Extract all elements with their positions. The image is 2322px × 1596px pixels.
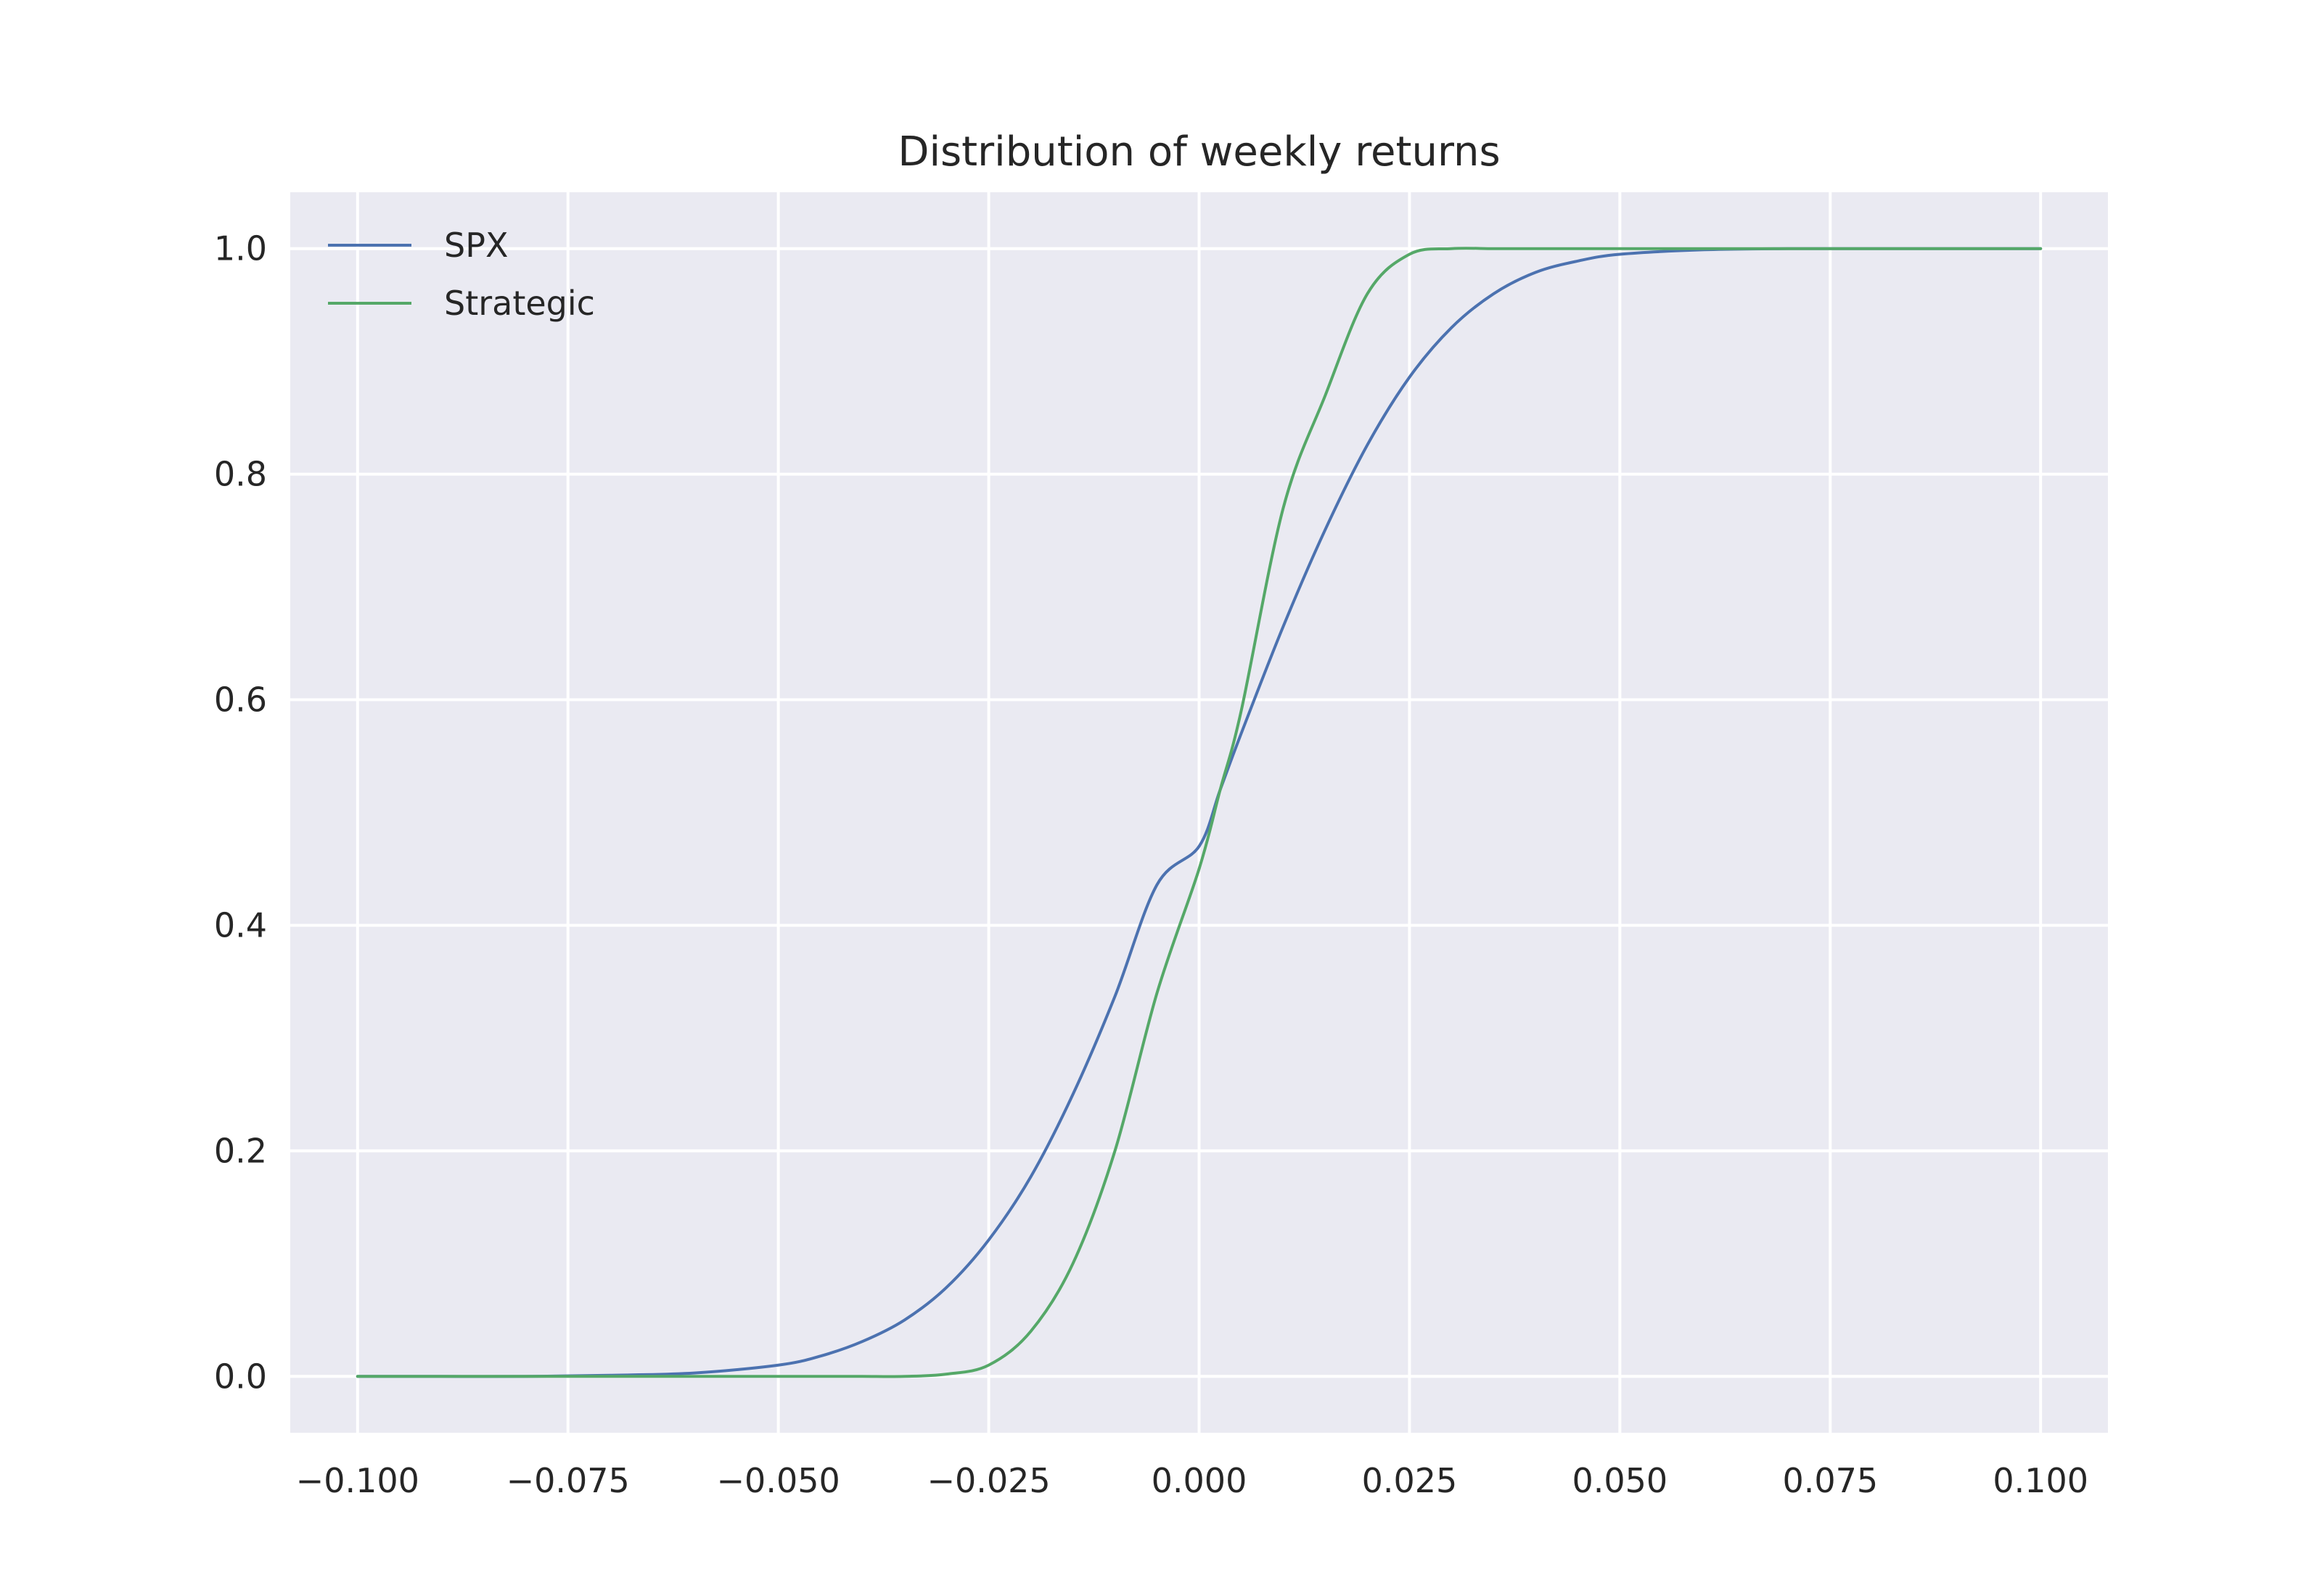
y-tick-label: 0.0 xyxy=(214,1357,267,1396)
series-line-spx xyxy=(356,247,2043,1378)
y-tick-labels: 0.0 0.2 0.4 0.6 0.8 1.0 xyxy=(214,229,267,1396)
x-tick-label: −0.050 xyxy=(717,1461,840,1500)
y-tick-label: 0.8 xyxy=(214,455,267,494)
x-tick-label: 0.025 xyxy=(1362,1461,1458,1500)
x-tick-label: −0.025 xyxy=(927,1461,1050,1500)
x-tick-label: 0.075 xyxy=(1782,1461,1878,1500)
x-tick-label: 0.050 xyxy=(1572,1461,1668,1500)
y-tick-label: 0.6 xyxy=(214,680,267,720)
series-line-strategic xyxy=(356,247,2043,1378)
legend-label-spx: SPX xyxy=(444,226,508,265)
x-tick-label: 0.100 xyxy=(1993,1461,2088,1500)
x-tick-label: 0.000 xyxy=(1152,1461,1247,1500)
series-lines xyxy=(356,247,2043,1378)
x-tick-label: −0.075 xyxy=(506,1461,630,1500)
y-tick-label: 0.4 xyxy=(214,905,267,945)
y-tick-label: 1.0 xyxy=(214,229,267,268)
y-gridlines xyxy=(290,247,2108,1378)
x-gridlines xyxy=(356,192,2043,1433)
x-tick-label: −0.100 xyxy=(296,1461,419,1500)
y-tick-label: 0.2 xyxy=(214,1131,267,1170)
legend-label-strategic: Strategic xyxy=(444,284,595,323)
chart-title: Distribution of weekly returns xyxy=(898,128,1500,176)
legend: SPX Strategic xyxy=(328,226,595,323)
x-tick-labels: −0.100 −0.075 −0.050 −0.025 0.000 0.025 0.050 0… xyxy=(296,1461,2088,1500)
